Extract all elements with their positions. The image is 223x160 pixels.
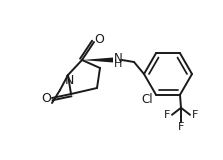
Text: H: H [114, 59, 122, 69]
Text: F: F [178, 122, 184, 132]
Text: N: N [64, 73, 74, 87]
Text: O: O [41, 92, 51, 104]
Polygon shape [82, 57, 113, 63]
Text: O: O [94, 32, 104, 45]
Text: Cl: Cl [141, 93, 153, 106]
Text: N: N [114, 52, 122, 64]
Text: F: F [192, 110, 198, 120]
Text: F: F [164, 110, 170, 120]
